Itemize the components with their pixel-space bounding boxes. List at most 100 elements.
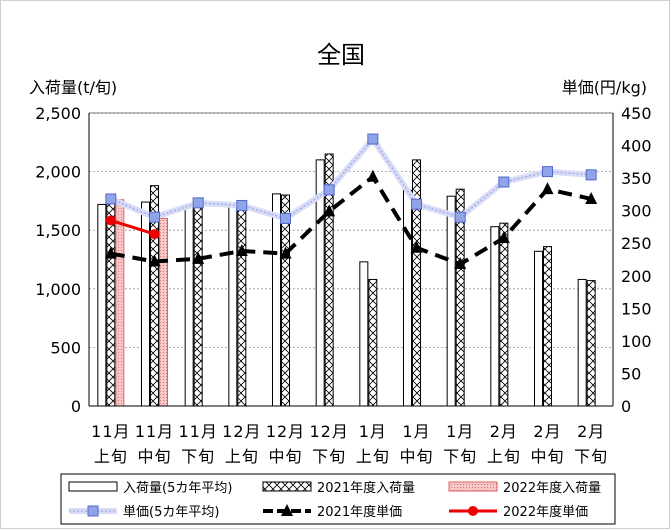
price-2022-point [105, 215, 116, 226]
price-avg-line [110, 138, 592, 220]
x-tick-line1: 1月 [359, 422, 387, 441]
bar-2021 [543, 246, 552, 407]
y-tick-right: 150 [621, 299, 652, 318]
price-avg-point [498, 176, 510, 188]
x-tick-line2: 上旬 [225, 447, 259, 466]
legend-label: 単価(5カ年平均) [123, 504, 219, 520]
bar-avg [577, 278, 587, 407]
x-tick-line2: 中旬 [268, 447, 302, 466]
bar-avg [272, 193, 281, 407]
y-tick-right: 100 [621, 332, 652, 351]
price-2021-point [323, 204, 336, 217]
price-2021-point [148, 254, 161, 267]
x-tick-line2: 上旬 [94, 447, 128, 466]
bar-2021 [368, 278, 378, 407]
price-avg-point [542, 166, 553, 178]
bar-2021 [281, 194, 290, 407]
x-tick-line1: 1月 [446, 422, 474, 441]
price-2021-point [192, 251, 205, 264]
legend-label: 2022年度単価 [503, 504, 588, 520]
bar-avg [184, 206, 194, 407]
price-2022-point [149, 229, 160, 240]
bar-avg [534, 250, 543, 407]
tick-labels: 0 500 1,000 1,500 2,000 2,500 0 50 100 150 200 250 3… [35, 104, 651, 466]
bar-avg [446, 195, 456, 407]
y-tick-right: 0 [621, 397, 631, 416]
bar-avg [228, 203, 238, 407]
y-tick-right: 350 [621, 169, 652, 188]
price-avg-point [454, 211, 466, 223]
price-2021-point [366, 169, 379, 182]
x-tick-line1: 12月 [309, 422, 348, 441]
y-tick-right: 250 [621, 234, 652, 253]
y-axis-left-label: 入荷量(t/旬) [29, 78, 117, 97]
bar-layer [97, 153, 596, 407]
price-avg-point [149, 211, 160, 223]
x-tick-line1: 11月 [178, 422, 217, 441]
bar-2022 [159, 217, 168, 407]
y-tick-left: 1,500 [35, 221, 81, 240]
line-layer [104, 133, 598, 270]
price-2021-line [110, 174, 592, 267]
x-tick-line2: 上旬 [356, 447, 390, 466]
legend-label: 2021年度単価 [317, 504, 402, 520]
legend-swatch-bar [448, 481, 498, 492]
bar-2021 [193, 206, 203, 407]
legend-swatch-marker [468, 506, 478, 516]
y-tick-right: 400 [621, 137, 652, 156]
price-2021-point [541, 182, 554, 195]
price-2021-point [235, 244, 248, 257]
bar-2021 [237, 206, 247, 407]
x-tick-line1: 12月 [222, 422, 261, 441]
x-tick-line2: 下旬 [312, 447, 346, 466]
bar-avg [403, 189, 412, 407]
x-tick-line1: 2月 [577, 422, 605, 441]
x-tick-line2: 上旬 [487, 447, 521, 466]
bar-avg [97, 203, 107, 407]
x-tick-line1: 2月 [490, 422, 518, 441]
x-tick-line2: 下旬 [574, 447, 608, 466]
price-2021-point [497, 231, 510, 244]
y-tick-right: 450 [621, 104, 652, 123]
price-avg-point [236, 199, 248, 211]
x-tick-line2: 中旬 [137, 447, 171, 466]
bar-avg [490, 226, 500, 407]
y-tick-left: 1,000 [35, 280, 81, 299]
legend-label: 2022年度入荷量 [503, 480, 601, 496]
price-avg-point [280, 212, 291, 224]
y-tick-right: 200 [621, 267, 652, 286]
x-tick-line2: 中旬 [399, 447, 433, 466]
x-tick-line1: 2月 [533, 422, 561, 441]
y-tick-left: 2,000 [35, 163, 81, 182]
y-tick-left: 2,500 [35, 104, 81, 123]
bar-2021 [586, 280, 596, 407]
y-tick-right: 50 [621, 364, 641, 383]
bar-2021 [106, 200, 116, 407]
price-avg-point [105, 193, 117, 205]
price-avg-point [323, 184, 335, 196]
legend-label: 入荷量(5カ年平均) [123, 481, 232, 496]
price-2021-point [410, 240, 423, 253]
legend-box [60, 473, 616, 525]
price-avg-point [192, 197, 204, 209]
price-2021-point [104, 246, 117, 259]
bar-2022 [115, 199, 125, 407]
chart-title: 全国 [317, 41, 365, 69]
x-tick-line1: 11月 [135, 422, 174, 441]
legend-swatch-bar [68, 481, 118, 492]
price-2021-point [585, 191, 598, 204]
y-tick-left: 0 [71, 397, 81, 416]
price-2021-point [279, 246, 292, 259]
x-tick-line2: 中旬 [530, 447, 564, 466]
price-avg-point [411, 198, 422, 210]
x-tick-line2: 下旬 [181, 447, 215, 466]
bar-2021 [499, 222, 509, 407]
y-tick-right: 300 [621, 202, 652, 221]
x-tick-line1: 1月 [402, 422, 430, 441]
x-tick-line1: 12月 [266, 422, 305, 441]
legend-swatch-bar [262, 481, 312, 492]
legend-swatch-marker [281, 504, 293, 516]
